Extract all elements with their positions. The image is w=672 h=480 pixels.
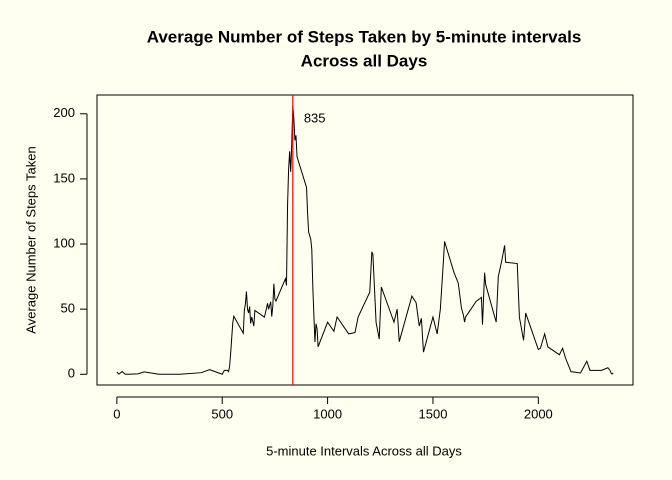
max-interval-label: 835	[304, 110, 326, 125]
x-tick-label: 0	[113, 406, 120, 421]
x-tick-label: 1500	[419, 406, 448, 421]
x-tick-label: 1000	[313, 406, 342, 421]
x-tick-label: 2000	[524, 406, 553, 421]
chart-title: Average Number of Steps Taken by 5-minut…	[147, 27, 582, 46]
x-tick-label: 500	[211, 406, 233, 421]
y-tick-label: 150	[53, 170, 75, 185]
y-tick-label: 0	[68, 366, 75, 381]
y-tick-label: 200	[53, 105, 75, 120]
y-axis-label: Average Number of Steps Taken	[23, 146, 38, 333]
plot-box	[96, 94, 634, 386]
y-tick-label: 100	[53, 235, 75, 250]
x-axis-label: 5-minute Intervals Across all Days	[266, 443, 462, 458]
series-line	[116, 105, 614, 375]
chart-subtitle: Across all Days	[301, 51, 428, 70]
y-tick-label: 50	[61, 301, 75, 316]
